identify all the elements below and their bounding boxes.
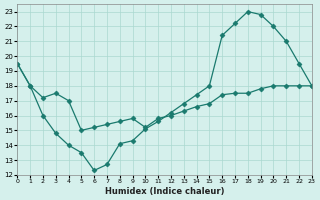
X-axis label: Humidex (Indice chaleur): Humidex (Indice chaleur) bbox=[105, 187, 224, 196]
